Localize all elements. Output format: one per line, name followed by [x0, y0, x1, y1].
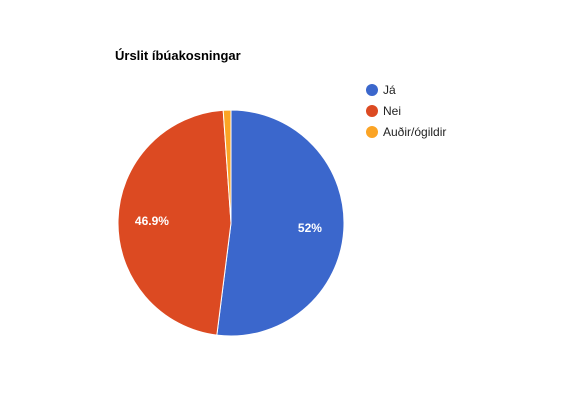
legend: Já Nei Auðir/ógildir [366, 83, 446, 139]
legend-marker-ja [366, 84, 378, 96]
slice-label-ja: 52% [298, 221, 322, 235]
legend-marker-nei [366, 105, 378, 117]
slice-label-nei: 46.9% [135, 214, 169, 228]
legend-marker-audir-ogildir [366, 126, 378, 138]
legend-label-ja[interactable]: Já [383, 83, 396, 97]
pie-slices [117, 109, 345, 337]
pie-slice-labels: 52% 46.9% [135, 214, 322, 235]
pie-slice-nei[interactable] [117, 109, 232, 336]
pie-slice-audir-ogildir[interactable] [222, 109, 232, 224]
chart-title: Úrslit íbúakosningar [115, 48, 241, 63]
legend-label-audir-ogildir[interactable]: Auðir/ógildir [383, 125, 446, 139]
pie-slice-ja[interactable] [216, 109, 345, 337]
legend-label-nei[interactable]: Nei [383, 104, 401, 118]
